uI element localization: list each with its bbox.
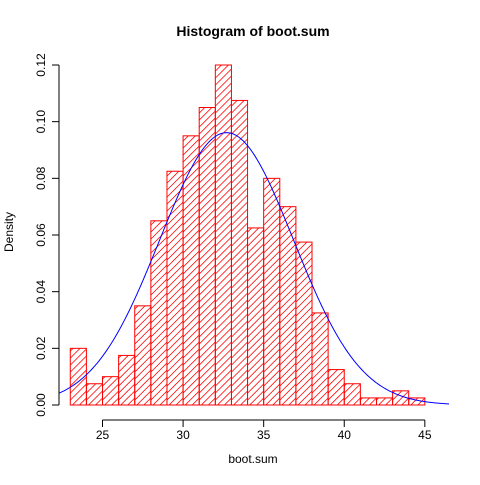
bar-hatch <box>263 178 280 405</box>
bar-hatch <box>215 65 232 405</box>
x-tick-label: 35 <box>257 428 271 442</box>
x-tick-label: 45 <box>418 428 432 442</box>
x-tick-label: 30 <box>176 428 190 442</box>
y-tick-label: 0.10 <box>34 110 48 134</box>
bar-hatch <box>118 355 135 405</box>
histogram-bar <box>118 354 136 406</box>
x-axis-label: boot.sum <box>228 452 277 466</box>
bar-hatch <box>199 107 216 405</box>
bar-hatch <box>328 369 345 406</box>
histogram-bar <box>230 99 249 406</box>
histogram-bar <box>359 397 377 406</box>
chart-title: Histogram of boot.sum <box>176 23 329 39</box>
bar-hatch <box>312 312 329 405</box>
bar-hatch <box>392 390 409 406</box>
bar-hatch <box>150 220 167 405</box>
y-tick-label: 0.00 <box>34 393 48 417</box>
bar-hatch <box>247 227 264 405</box>
histogram-bar <box>311 312 329 406</box>
x-tick-label: 40 <box>338 428 352 442</box>
bar-hatch <box>360 397 377 405</box>
bar-hatch <box>279 206 296 405</box>
bar-hatch <box>183 135 200 405</box>
histogram-bar <box>327 369 345 406</box>
histogram-bar <box>69 347 87 406</box>
y-axis-label: Density <box>2 212 16 252</box>
density-curve <box>58 132 450 405</box>
y-tick-label: 0.12 <box>34 53 48 77</box>
histogram-bar <box>247 227 265 406</box>
y-tick-label: 0.04 <box>34 280 48 304</box>
bar-hatch <box>376 397 393 405</box>
histogram-bar <box>295 241 313 406</box>
bar-hatch <box>134 305 151 406</box>
histogram-bar <box>182 135 200 406</box>
histogram-bar <box>214 64 232 406</box>
bar-hatch <box>70 348 87 406</box>
x-axis: 25 30 35 40 45 <box>96 419 432 442</box>
histogram-bar <box>198 107 216 406</box>
histogram-bar <box>102 376 120 406</box>
histogram-bars <box>69 64 426 406</box>
bar-hatch <box>86 383 103 405</box>
histogram-bar <box>392 390 410 406</box>
bar-hatch <box>231 100 248 406</box>
y-tick-label: 0.02 <box>34 336 48 360</box>
histogram-bar <box>279 206 297 406</box>
bar-hatch <box>295 242 313 405</box>
histogram-bar <box>166 170 184 406</box>
y-axis: 0.00 0.02 0.04 0.06 0.08 0.10 0.12 <box>34 53 60 417</box>
y-tick-label: 0.08 <box>34 166 48 190</box>
histogram-bar <box>375 397 394 406</box>
bar-hatch <box>408 397 425 405</box>
histogram-bar <box>134 305 152 406</box>
bar-hatch <box>102 376 119 405</box>
histogram-bar <box>343 383 361 406</box>
x-tick-label: 25 <box>96 428 110 442</box>
histogram-bar <box>408 397 426 406</box>
y-tick-label: 0.06 <box>34 223 48 247</box>
histogram-bar <box>150 220 168 406</box>
bar-hatch <box>166 171 184 405</box>
histogram-bar <box>263 177 281 406</box>
histogram-bar <box>85 383 104 406</box>
bar-hatch <box>344 383 361 405</box>
